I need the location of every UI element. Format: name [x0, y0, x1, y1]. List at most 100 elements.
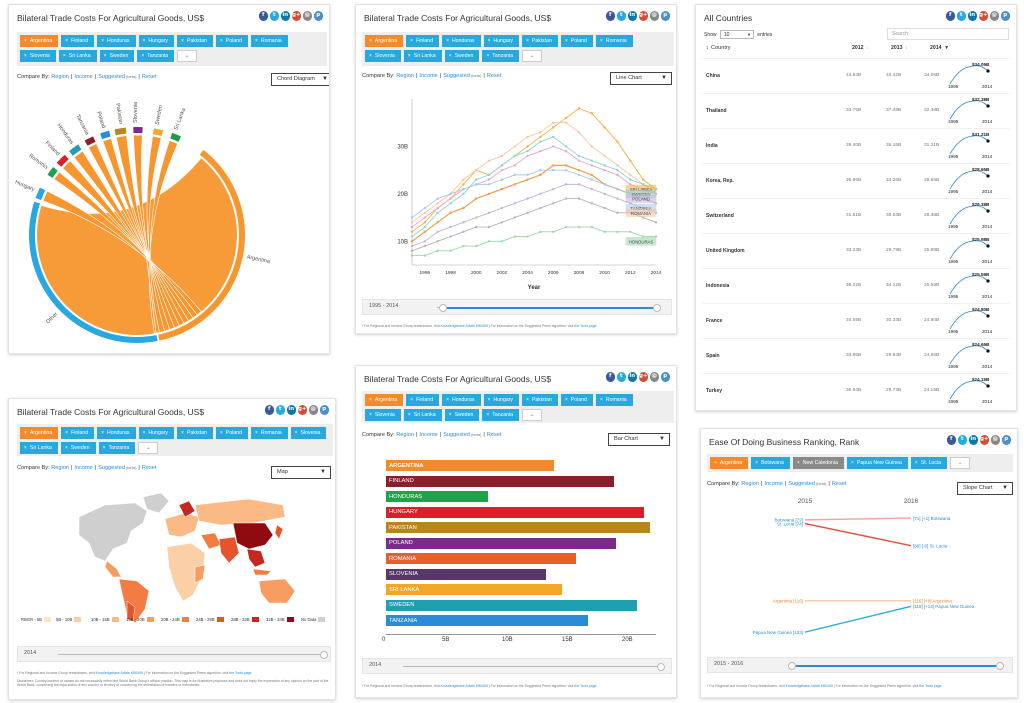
- data-point[interactable]: [590, 159, 593, 162]
- add-country-input[interactable]: +: [522, 50, 543, 62]
- data-point[interactable]: [513, 164, 516, 167]
- data-point[interactable]: [590, 164, 593, 167]
- series-line[interactable]: [411, 169, 657, 218]
- sort-desc-icon[interactable]: ▼: [944, 45, 950, 51]
- col-header-country[interactable]: Country: [711, 45, 731, 51]
- country-tag[interactable]: × Finland: [61, 427, 95, 439]
- tools-page-link[interactable]: the Tools page: [919, 684, 942, 688]
- country-tag[interactable]: × Romania: [595, 35, 633, 47]
- data-point[interactable]: [564, 149, 568, 153]
- data-point[interactable]: [487, 192, 491, 196]
- data-point[interactable]: [526, 145, 529, 148]
- data-point[interactable]: [475, 244, 478, 248]
- remove-icon[interactable]: ×: [254, 38, 258, 44]
- compare-region-link[interactable]: Region: [51, 465, 69, 471]
- series-line[interactable]: [412, 226, 656, 256]
- linkedin-icon[interactable]: in: [967, 11, 977, 21]
- remove-icon[interactable]: ×: [448, 412, 452, 418]
- country-tag[interactable]: × Poland: [215, 427, 248, 439]
- country-tag[interactable]: × Romania: [250, 427, 288, 439]
- data-point[interactable]: [552, 126, 555, 129]
- data-point[interactable]: [475, 168, 478, 172]
- country-tag[interactable]: × Honduras: [97, 35, 136, 47]
- compare-region-link[interactable]: Region: [51, 74, 69, 80]
- country-tag[interactable]: × Papua New Guinea: [846, 457, 908, 469]
- data-point[interactable]: [629, 159, 632, 162]
- data-point[interactable]: [513, 145, 516, 148]
- remove-icon[interactable]: ×: [64, 445, 68, 451]
- remove-icon[interactable]: ×: [24, 38, 27, 44]
- twitter-icon[interactable]: t: [957, 435, 967, 445]
- data-point[interactable]: [513, 235, 516, 238]
- country-tag[interactable]: × Sweden: [444, 50, 480, 62]
- compare-suggested-link[interactable]: Suggested: [98, 74, 125, 80]
- chord-arc[interactable]: [47, 167, 58, 178]
- add-country-input[interactable]: +: [950, 457, 970, 469]
- data-point[interactable]: [449, 197, 452, 200]
- data-point[interactable]: [577, 183, 581, 186]
- map-region-europe[interactable]: [164, 512, 200, 538]
- country-tag[interactable]: × Honduras: [442, 394, 481, 406]
- country-tag[interactable]: × Argentina: [365, 394, 404, 406]
- sparkline[interactable]: [948, 132, 994, 156]
- remove-icon[interactable]: ×: [487, 397, 491, 403]
- country-tag[interactable]: × Pakistan: [522, 35, 558, 47]
- data-point[interactable]: [462, 230, 465, 233]
- table-row[interactable]: China 44.84B 40.42B 34.05B $34.05B 1995 2014: [702, 58, 1010, 93]
- country-tag[interactable]: × Slovenia: [365, 50, 401, 62]
- twitter-icon[interactable]: t: [275, 405, 285, 415]
- google-plus-icon[interactable]: g+: [297, 405, 307, 415]
- data-point[interactable]: [462, 187, 465, 191]
- view-select[interactable]: Slope Chart ▼: [957, 482, 1013, 495]
- data-point[interactable]: [410, 244, 414, 248]
- country-tag[interactable]: × Argentina: [710, 457, 749, 469]
- country-tag[interactable]: × Argentina: [365, 35, 404, 47]
- chord-arc[interactable]: [133, 127, 143, 134]
- remove-icon[interactable]: ×: [219, 430, 223, 436]
- data-point[interactable]: [487, 240, 491, 243]
- data-point[interactable]: [410, 249, 414, 252]
- remove-icon[interactable]: ×: [410, 397, 414, 403]
- entries-select[interactable]: 10 ▼: [719, 30, 754, 39]
- remove-icon[interactable]: ×: [62, 53, 66, 59]
- facebook-icon[interactable]: f: [946, 435, 956, 445]
- country-tag[interactable]: × Slovenia: [20, 50, 56, 62]
- country-tag[interactable]: × Sweden: [444, 409, 480, 421]
- slider-start-handle[interactable]: [439, 303, 447, 312]
- sparkline[interactable]: [948, 237, 994, 261]
- compare-income-link[interactable]: Income: [764, 481, 783, 487]
- sparkline[interactable]: [948, 272, 994, 296]
- data-point[interactable]: [423, 240, 427, 243]
- country-tag[interactable]: × Finland: [406, 394, 440, 406]
- data-point[interactable]: [513, 216, 516, 219]
- data-point[interactable]: [423, 206, 427, 210]
- country-tag[interactable]: × Hungary: [483, 394, 520, 406]
- data-point[interactable]: [552, 145, 555, 148]
- data-point[interactable]: [539, 135, 542, 139]
- table-row[interactable]: Korea, Rep. 35.86B 34.26B 28.65B $28.65B 1995…: [702, 163, 1010, 198]
- remove-icon[interactable]: ×: [446, 38, 449, 44]
- col-header-2014[interactable]: 2014: [930, 45, 942, 51]
- data-point[interactable]: [552, 135, 555, 139]
- data-point[interactable]: [539, 206, 542, 210]
- country-tag[interactable]: × Tanzania: [482, 50, 520, 62]
- data-point[interactable]: [590, 173, 593, 177]
- sparkline[interactable]: [948, 62, 994, 86]
- data-point[interactable]: [410, 240, 414, 243]
- slope-line[interactable]: [804, 605, 912, 633]
- country-tag[interactable]: × Poland: [560, 35, 593, 47]
- col-header-2012[interactable]: 2012: [852, 45, 864, 51]
- country-tag[interactable]: × Hungary: [483, 35, 520, 47]
- data-point[interactable]: [487, 183, 491, 186]
- country-tag[interactable]: × Argentina: [20, 35, 59, 47]
- map-region-russia[interactable]: [194, 498, 286, 526]
- data-point[interactable]: [577, 107, 581, 110]
- data-point[interactable]: [590, 145, 593, 148]
- data-point[interactable]: [436, 249, 439, 252]
- remove-icon[interactable]: ×: [141, 53, 145, 59]
- data-point[interactable]: [436, 240, 439, 243]
- remove-icon[interactable]: ×: [102, 445, 106, 451]
- remove-icon[interactable]: ×: [599, 397, 603, 403]
- data-point[interactable]: [487, 211, 491, 215]
- table-row[interactable]: Spain 33.95B 29.94B 24.65B $24.65B 1995 2014: [702, 338, 1010, 373]
